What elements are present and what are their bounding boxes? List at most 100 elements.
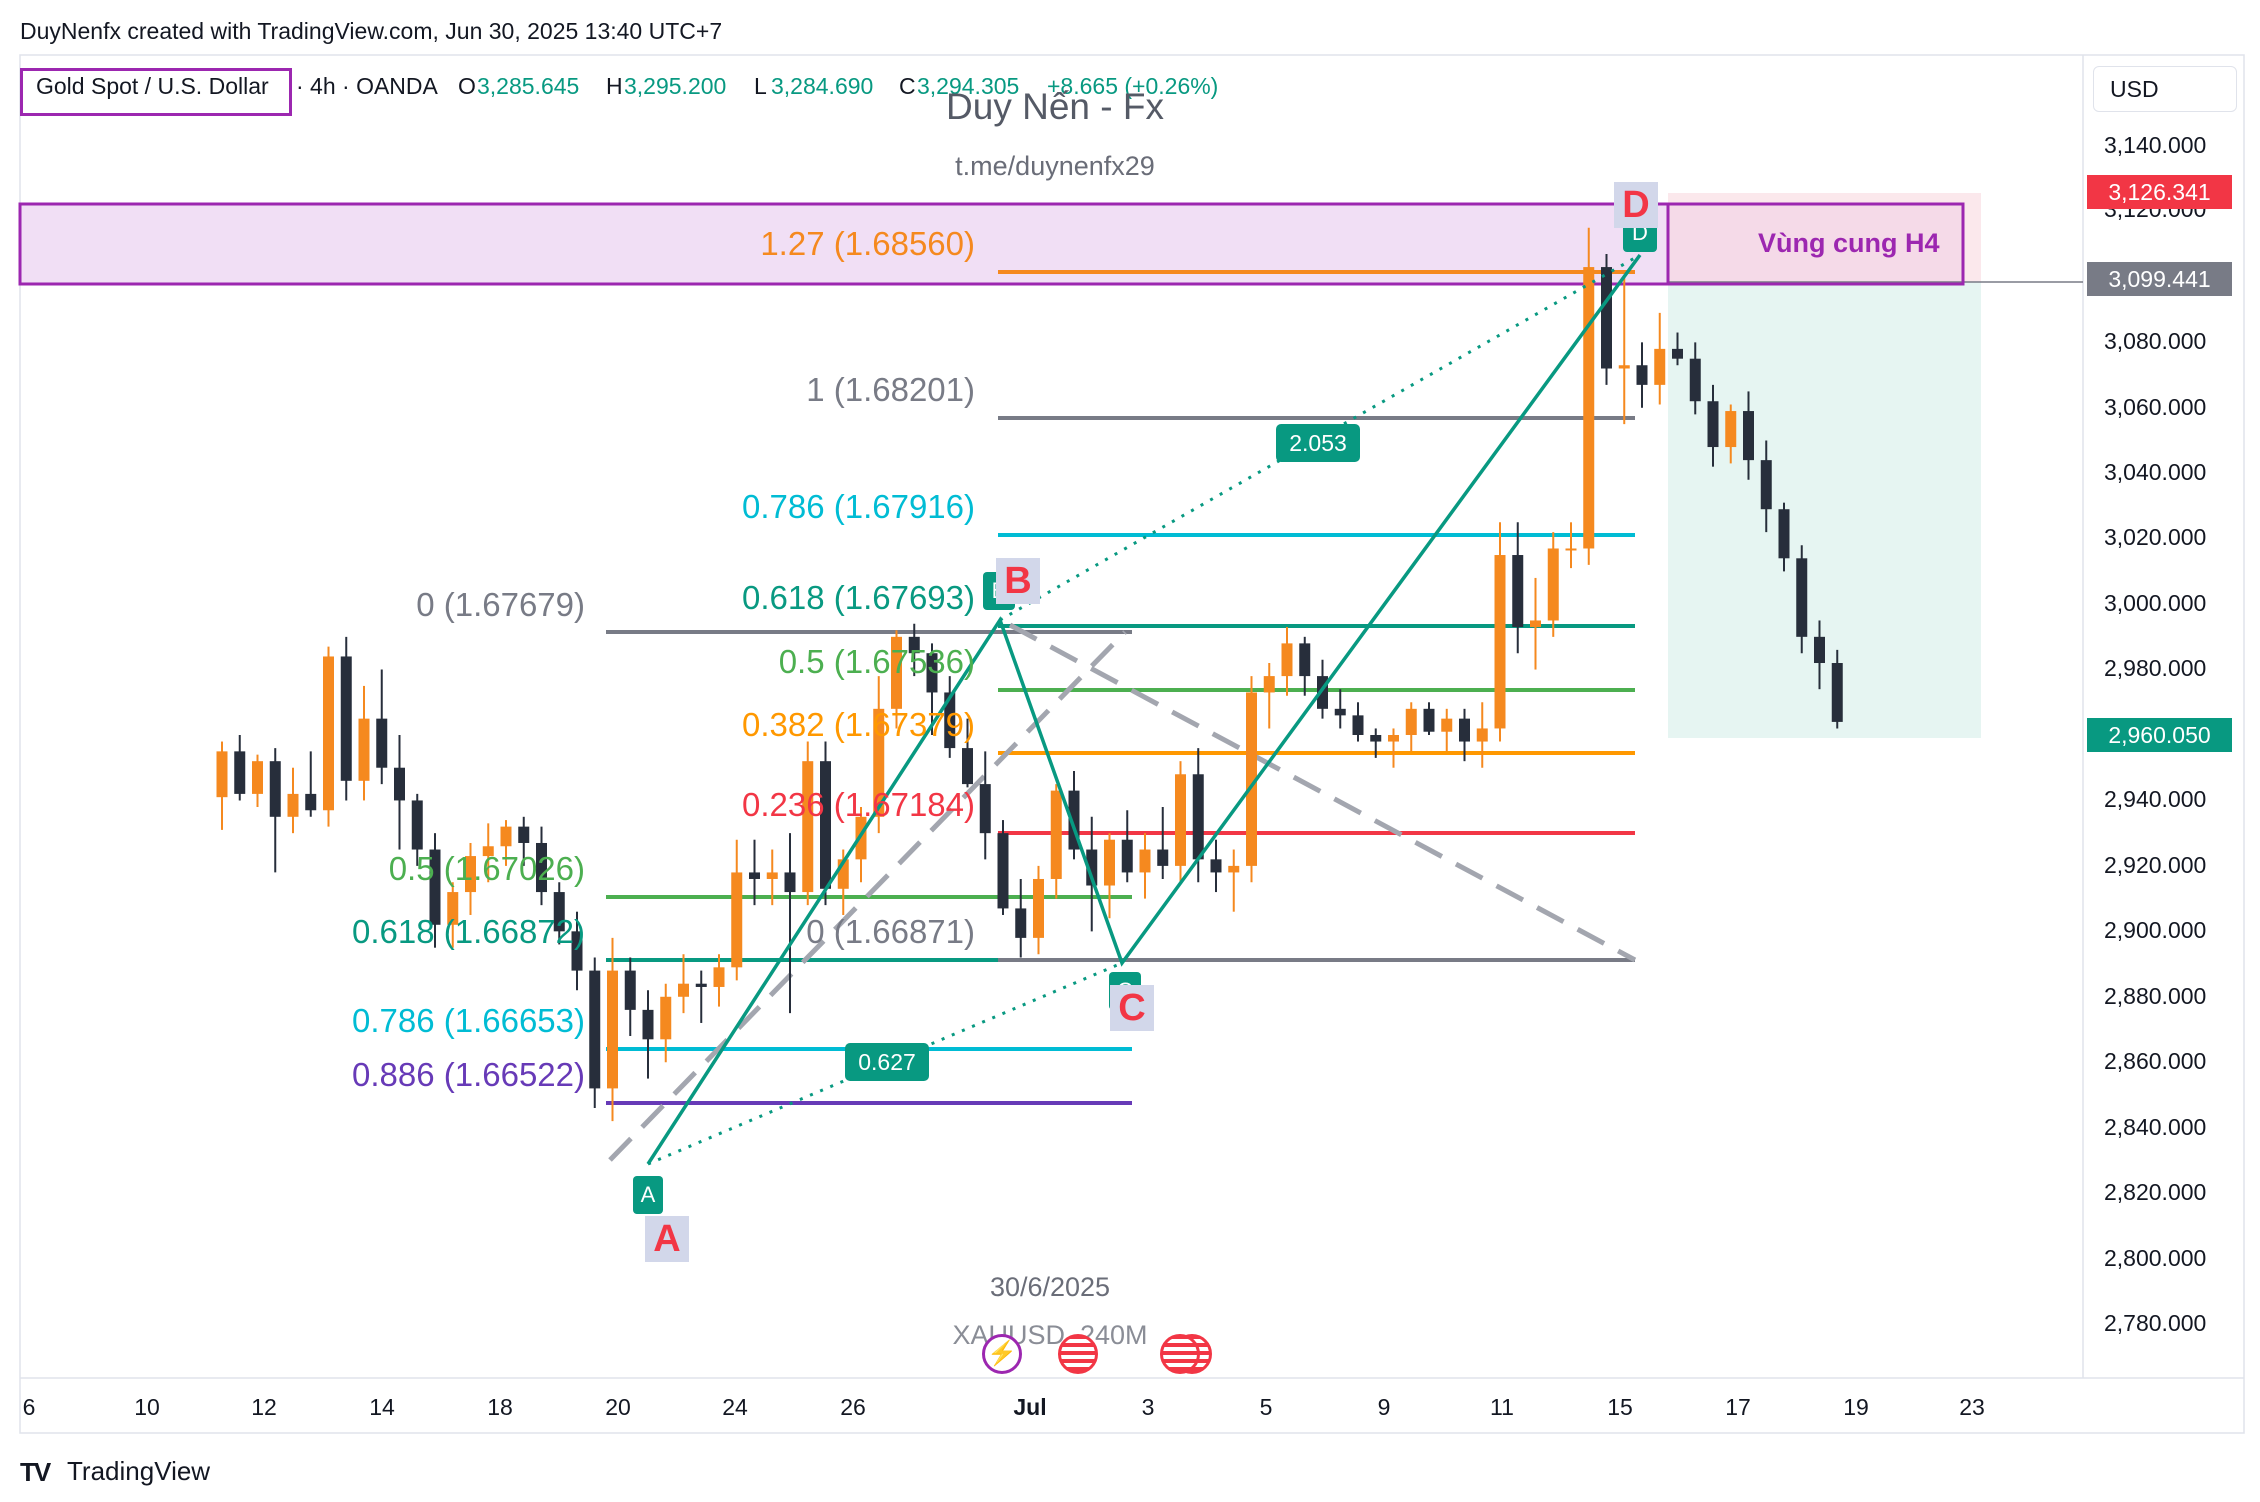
candle-body[interactable] (1086, 849, 1098, 886)
candle-body[interactable] (695, 983, 707, 987)
candle-body[interactable] (1441, 718, 1453, 732)
candle-body[interactable] (376, 718, 388, 768)
candle-body[interactable] (873, 708, 885, 817)
candle-body[interactable] (482, 846, 494, 857)
candle-body[interactable] (234, 751, 246, 794)
symbol-box[interactable] (20, 68, 292, 116)
candle-body[interactable] (1618, 365, 1630, 369)
tradingview-brand[interactable]: TradingView (67, 1456, 211, 1486)
candle-body[interactable] (1121, 839, 1133, 873)
candle-body[interactable] (1725, 411, 1737, 448)
candle-body[interactable] (553, 892, 565, 932)
candle-body[interactable] (1707, 401, 1719, 448)
symbol-name[interactable]: Gold Spot / U.S. Dollar (36, 73, 269, 99)
dashed-trendline-down[interactable] (1008, 622, 1637, 963)
candle-body[interactable] (731, 872, 743, 968)
ratio-label-bd[interactable]: 2.053 (1276, 424, 1360, 462)
candle-body[interactable] (518, 826, 530, 843)
candle-body[interactable] (358, 718, 370, 781)
candle-body[interactable] (269, 761, 281, 817)
candle-body[interactable] (1583, 267, 1595, 549)
candle-body[interactable] (1778, 509, 1790, 559)
candle-body[interactable] (1636, 365, 1648, 385)
candle-body[interactable] (660, 996, 672, 1040)
currency-button[interactable]: USD (2093, 66, 2237, 112)
candle-body[interactable] (1405, 708, 1417, 735)
candle-body[interactable] (252, 761, 263, 794)
candle-body[interactable] (962, 748, 973, 785)
interval-text[interactable]: · 4h · OANDA (296, 73, 438, 99)
candle-body[interactable] (713, 967, 725, 987)
candle-body[interactable] (1352, 715, 1364, 735)
candle-body[interactable] (820, 761, 831, 889)
candle-body[interactable] (1334, 708, 1346, 716)
candle-body[interactable] (926, 653, 938, 693)
candle-body[interactable] (1192, 774, 1204, 860)
bd-dotted-line[interactable] (999, 253, 1641, 622)
candle-body[interactable] (1423, 708, 1435, 732)
candle-body[interactable] (642, 1009, 654, 1040)
candle-body[interactable] (1033, 878, 1044, 938)
candle-body[interactable] (429, 849, 441, 925)
candle-body[interactable] (1601, 267, 1612, 369)
candle-body[interactable] (1263, 676, 1275, 693)
ac-dotted-line[interactable] (647, 961, 1123, 1166)
candle-body[interactable] (1299, 643, 1311, 677)
candle-body[interactable] (1494, 555, 1506, 729)
candle-body[interactable] (908, 636, 920, 654)
candle-body[interactable] (465, 856, 476, 893)
candle-body[interactable] (749, 872, 760, 879)
candle-body[interactable] (678, 983, 689, 997)
candle-body[interactable] (1139, 849, 1151, 873)
candle-body[interactable] (1015, 908, 1027, 938)
candle-body[interactable] (305, 793, 317, 811)
us-flag-event-icon[interactable] (1058, 1334, 1098, 1374)
candle-body[interactable] (1831, 663, 1843, 722)
candle-body[interactable] (837, 859, 849, 889)
candle-body[interactable] (447, 892, 459, 925)
candle-body[interactable] (323, 656, 334, 811)
candle-body[interactable] (1459, 718, 1470, 742)
candle-body[interactable] (997, 833, 1009, 909)
candle-body[interactable] (1388, 735, 1399, 742)
candle-body[interactable] (1281, 643, 1293, 677)
candle-body[interactable] (1175, 774, 1186, 866)
candle-body[interactable] (802, 761, 814, 893)
candle-body[interactable] (1760, 460, 1772, 510)
lightning-event-icon[interactable]: ⚡ (982, 1334, 1022, 1374)
candle-body[interactable] (1565, 548, 1577, 551)
candle-body[interactable] (1796, 558, 1808, 637)
candle-body[interactable] (571, 931, 583, 971)
candle-body[interactable] (1228, 865, 1240, 873)
candle-body[interactable] (1654, 348, 1666, 385)
candle-body[interactable] (1743, 411, 1754, 461)
candle-body[interactable] (536, 842, 547, 893)
ratio-label-ac[interactable]: 0.627 (845, 1043, 929, 1081)
candle-body[interactable] (1476, 728, 1488, 742)
candle-body[interactable] (589, 970, 601, 1089)
candle-body[interactable] (979, 784, 991, 834)
candle-body[interactable] (287, 793, 299, 817)
abcd-pattern-line[interactable] (646, 253, 1642, 1165)
candle-body[interactable] (1068, 790, 1080, 850)
candle-body[interactable] (1814, 636, 1825, 664)
candle-body[interactable] (624, 970, 636, 1010)
candle-body[interactable] (1672, 348, 1683, 359)
candle-body[interactable] (1050, 790, 1062, 879)
candle-body[interactable] (1246, 692, 1257, 866)
stop-loss-box[interactable] (1668, 193, 1981, 282)
candle-body[interactable] (944, 692, 956, 749)
candle-body[interactable] (1317, 676, 1328, 709)
candle-body[interactable] (1210, 859, 1222, 873)
candle-body[interactable] (216, 751, 228, 798)
candle-body[interactable] (607, 970, 618, 1089)
candle-body[interactable] (1547, 548, 1559, 621)
candle-body[interactable] (855, 816, 867, 860)
candle-body[interactable] (1104, 839, 1115, 886)
point-marker-a[interactable]: A (633, 1176, 663, 1214)
tradingview-logo-icon[interactable]: TV (20, 1457, 51, 1487)
candle-body[interactable] (1370, 735, 1382, 742)
us-flag-event-icon-3[interactable] (1160, 1334, 1200, 1374)
candle-body[interactable] (1530, 620, 1541, 628)
candle-body[interactable] (411, 800, 423, 850)
